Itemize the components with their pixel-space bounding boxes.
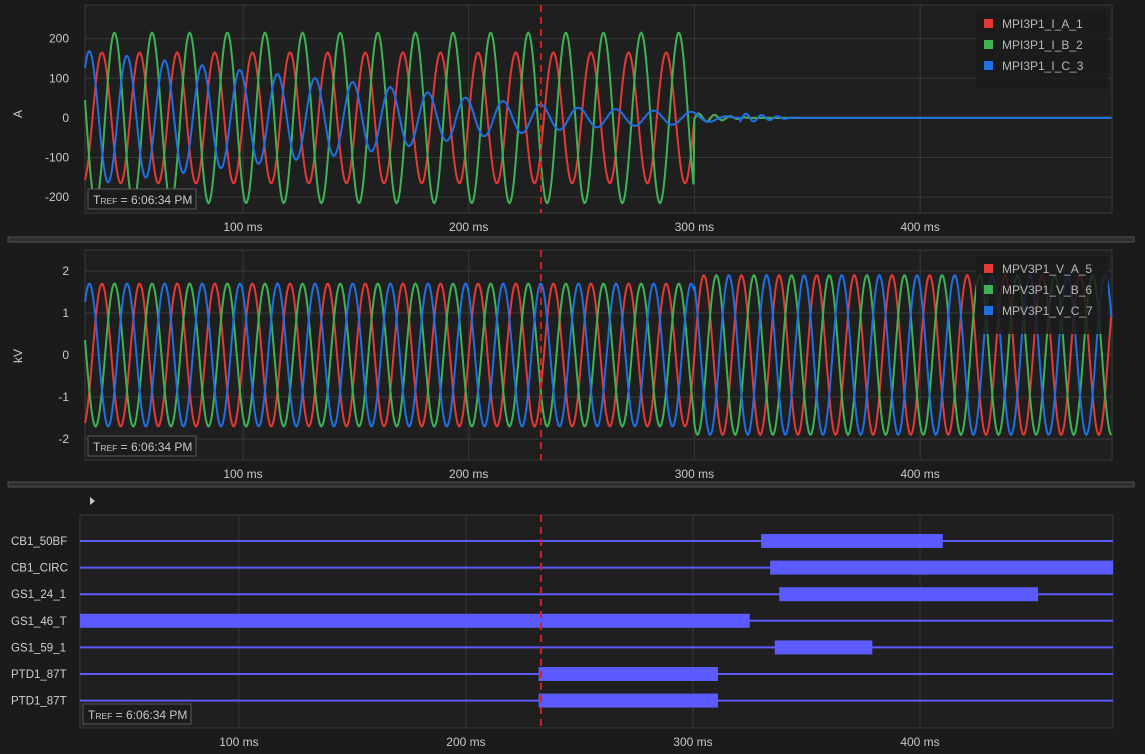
tref-main: T	[88, 708, 96, 722]
legend-label[interactable]: MPI3P1_I_C_3	[1002, 59, 1084, 73]
y-tick-label: 100	[49, 71, 69, 85]
tref-frame	[82, 703, 192, 725]
legend-label[interactable]: MPI3P1_I_A_1	[1002, 17, 1083, 31]
channel-label: CB1_CIRC	[11, 563, 68, 575]
x-tick-label: 300 ms	[675, 220, 714, 234]
channel-label: GS1_24_1	[11, 589, 66, 601]
tref-frame	[87, 435, 197, 457]
legend-swatch	[984, 19, 993, 28]
splitter-2[interactable]	[7, 481, 1135, 488]
tref-value: = 6:06:34 PM	[117, 440, 192, 454]
x-tick-label: 200 ms	[449, 467, 488, 481]
x-tick-label: 400 ms	[900, 735, 939, 749]
splitter-1[interactable]	[7, 236, 1135, 243]
digital-tref-box: TREF = 6:06:34 PM	[82, 703, 192, 725]
channel-active-bar	[770, 560, 1113, 575]
x-tick-label: 400 ms	[900, 220, 939, 234]
current-chart: 200 100 0 -100 -200 100 ms 200 ms 300 ms 400 ms…	[11, 4, 1113, 234]
legend-label[interactable]: MPV3P1_V_A_5	[1002, 262, 1092, 276]
x-tick-label: 200 ms	[449, 220, 488, 234]
current-legend: MPI3P1_I_A_1 MPI3P1_I_B_2 MPI3P1_I_C_3	[976, 11, 1108, 89]
channel-label: CB1_50BF	[11, 536, 67, 548]
legend-frame	[976, 256, 1108, 334]
x-tick-label: 200 ms	[446, 735, 485, 749]
current-plot-area[interactable]	[84, 4, 1113, 214]
voltage-tref-box: TREF = 6:06:34 PM	[87, 435, 197, 457]
series-line	[84, 273, 1113, 437]
channel-active-bar	[779, 587, 1039, 602]
legend-swatch	[984, 264, 993, 273]
y-tick-label: 0	[62, 111, 69, 125]
legend-label[interactable]: MPV3P1_V_B_6	[1002, 283, 1092, 297]
voltage-x-ticks: 100 ms 200 ms 300 ms 400 ms	[223, 467, 940, 481]
y-tick-label: -200	[45, 190, 69, 204]
channel-active-bar	[774, 640, 873, 655]
y-tick-label: -100	[45, 151, 69, 165]
series-line	[84, 273, 1113, 437]
tref-sub: REF	[100, 443, 117, 453]
channel-label: GS1_59_1	[11, 642, 66, 654]
channel-active-bar	[80, 613, 750, 628]
current-x-ticks: 100 ms 200 ms 300 ms 400 ms	[223, 220, 940, 234]
y-tick-label: 2	[62, 264, 69, 278]
voltage-chart: 2 1 0 -1 -2 100 ms 200 ms 300 ms 400 ms kV MPV3…	[11, 249, 1113, 481]
current-tref-box: TREF = 6:06:34 PM	[87, 188, 197, 210]
legend-swatch	[984, 306, 993, 315]
y-tick-label: 1	[62, 306, 69, 320]
voltage-y-axis-label: kV	[11, 349, 25, 363]
current-series	[84, 31, 1112, 205]
tref-label: TREF = 6:06:34 PM	[93, 440, 192, 454]
tref-value: = 6:06:34 PM	[117, 193, 192, 207]
voltage-y-ticks: 2 1 0 -1 -2	[58, 264, 69, 446]
legend-label[interactable]: MPV3P1_V_C_7	[1002, 304, 1093, 318]
tref-main: T	[93, 440, 101, 454]
voltage-series	[84, 273, 1113, 437]
series-line	[84, 273, 1113, 437]
tref-sub: REF	[95, 711, 112, 721]
legend-frame	[976, 11, 1108, 89]
legend-swatch	[984, 61, 993, 70]
channel-active-bar	[538, 693, 718, 708]
x-tick-label: 100 ms	[223, 220, 262, 234]
digital-chart: 100 ms 200 ms 300 ms 400 ms CB1_50BF CB1_CIR…	[11, 497, 1114, 749]
channel-active-bar	[761, 534, 943, 548]
tref-label: TREF = 6:06:34 PM	[88, 708, 187, 722]
current-y-ticks: 200 100 0 -100 -200	[45, 32, 69, 204]
x-tick-label: 400 ms	[900, 467, 939, 481]
y-tick-label: 0	[62, 348, 69, 362]
channel-label: PTD1_87T	[11, 669, 67, 681]
y-tick-label: 200	[49, 32, 69, 46]
tref-main: T	[93, 193, 101, 207]
triangle-right-icon[interactable]	[90, 497, 95, 505]
digital-x-ticks: 100 ms 200 ms 300 ms 400 ms	[219, 735, 939, 749]
y-tick-label: -1	[58, 390, 69, 404]
legend-label[interactable]: MPI3P1_I_B_2	[1002, 38, 1083, 52]
x-tick-label: 100 ms	[219, 735, 258, 749]
tref-sub: REF	[100, 196, 117, 206]
current-y-axis-label: A	[11, 110, 25, 118]
digital-channels: CB1_50BF CB1_CIRC GS1_24_1 GS1_46_T GS1_59_1…	[11, 534, 1113, 708]
y-tick-label: -2	[58, 432, 69, 446]
x-tick-label: 100 ms	[223, 467, 262, 481]
voltage-legend: MPV3P1_V_A_5 MPV3P1_V_B_6 MPV3P1_V_C_7	[976, 256, 1108, 334]
series-line	[84, 49, 1112, 184]
legend-swatch	[984, 285, 993, 294]
channel-label: PTD1_87T	[11, 696, 67, 708]
tref-frame	[87, 188, 197, 210]
tref-label: TREF = 6:06:34 PM	[93, 193, 192, 207]
x-tick-label: 300 ms	[673, 735, 712, 749]
channel-active-bar	[538, 667, 718, 681]
tref-value: = 6:06:34 PM	[112, 708, 187, 722]
legend-swatch	[984, 40, 993, 49]
channel-label: GS1_46_T	[11, 616, 67, 628]
x-tick-label: 300 ms	[675, 467, 714, 481]
